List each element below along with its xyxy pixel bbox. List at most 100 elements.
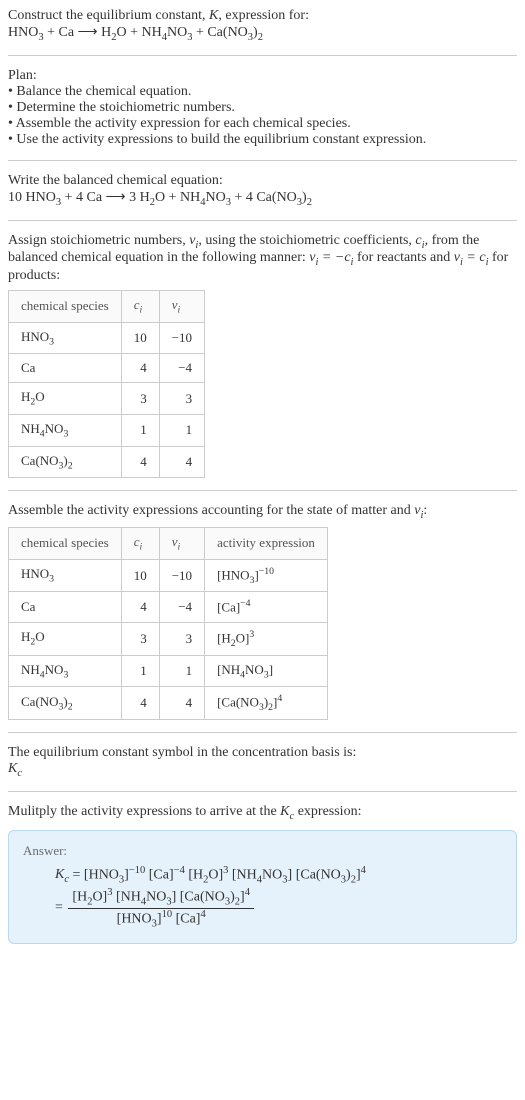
assemble-section: Assemble the activity expressions accoun… [8, 503, 517, 720]
divider [8, 490, 517, 491]
table-row: Ca 4 −4 [9, 354, 205, 383]
plan-title: Plan: [8, 68, 517, 84]
cell-c: 4 [121, 354, 159, 383]
divider [8, 220, 517, 221]
activity-table: chemical species ci νi activity expressi… [8, 527, 328, 720]
cell-v: 4 [159, 687, 204, 720]
assign-d: for reactants and [353, 250, 453, 265]
cell-v: 4 [159, 446, 204, 478]
equation-1: HNO3 + Ca ⟶ H2O + NH4NO3 + Ca(NO3)2 [8, 25, 263, 40]
a-h2o: [H [185, 867, 203, 882]
cell-c: 1 [121, 655, 159, 687]
b-t2: O + NH [155, 190, 200, 205]
cell-c: 3 [121, 622, 159, 655]
eq2-pre: = [55, 900, 66, 915]
k-symbol: K [209, 8, 218, 23]
cell-activity: [NH4NO3] [205, 655, 328, 687]
cell-species: HNO3 [9, 559, 122, 592]
table-row: H2O 3 3 [H2O]3 [9, 622, 328, 655]
eq1-mid3: NO [167, 25, 187, 40]
cell-species: Ca(NO3)2 [9, 446, 122, 478]
plan-b1: • Balance the chemical equation. [8, 84, 517, 100]
table-row: NH4NO3 1 1 [NH4NO3] [9, 655, 328, 687]
cell-activity: [Ca]−4 [205, 592, 328, 622]
a-h2o-close: O] [208, 867, 223, 882]
cell-species: Ca [9, 592, 122, 622]
divider [8, 55, 517, 56]
cell-activity: [Ca(NO3)2]4 [205, 687, 328, 720]
b-c1: 10 HNO [8, 190, 56, 205]
answer-eq-1: Kc = [HNO3]−10 [Ca]−4 [H2O]3 [NH4NO3] [C… [23, 865, 502, 885]
th-activity: activity expression [205, 527, 328, 559]
nu-i: νi [189, 233, 198, 248]
a-cano: [Ca(NO [292, 867, 341, 882]
multiply-section: Mulitply the activity expressions to arr… [8, 804, 517, 822]
eq1-sub6: 2 [258, 32, 263, 43]
nu-eq-c: νi = ci [454, 250, 489, 265]
cell-species: NH4NO3 [9, 414, 122, 446]
th-ci: ci [121, 291, 159, 323]
a-no: NO [262, 867, 282, 882]
kc-inline: Kc [280, 804, 294, 819]
a-nh: [NH [228, 867, 256, 882]
th-ci: ci [121, 527, 159, 559]
plan-section: Plan: • Balance the chemical equation. •… [8, 68, 517, 148]
cell-c: 3 [121, 383, 159, 415]
balanced-section: Write the balanced chemical equation: 10… [8, 173, 517, 208]
plan-b2: • Determine the stoichiometric numbers. [8, 100, 517, 116]
divider [8, 791, 517, 792]
eq1-mid2: O + NH [116, 25, 161, 40]
kc-symbol-intro: The equilibrium constant symbol in the c… [8, 745, 517, 761]
kc-symbol: Kc [8, 761, 517, 779]
cell-v: −10 [159, 559, 204, 592]
table-header-row: chemical species ci νi [9, 291, 205, 323]
a-exp-m10: −10 [129, 865, 145, 876]
divider [8, 732, 517, 733]
header-text-post: , expression for: [218, 8, 309, 23]
a-ca: [Ca] [145, 867, 173, 882]
assign-b: , using the stoichiometric coefficients, [198, 233, 415, 248]
cell-species: Ca(NO3)2 [9, 687, 122, 720]
assemble-b: : [423, 503, 427, 518]
table-row: H2O 3 3 [9, 383, 205, 415]
cell-activity: [H2O]3 [205, 622, 328, 655]
answer-eq-2: = [H2O]3 [NH4NO3] [Ca(NO3)2]4 [HNO3]10 [… [23, 887, 502, 929]
cell-c: 4 [121, 687, 159, 720]
cell-v: −4 [159, 592, 204, 622]
table-row: HNO3 10 −10 [9, 322, 205, 354]
cell-species: H2O [9, 622, 122, 655]
cell-c: 4 [121, 446, 159, 478]
cell-species: H2O [9, 383, 122, 415]
table-row: Ca(NO3)2 4 4 [Ca(NO3)2]4 [9, 687, 328, 720]
header: Construct the equilibrium constant, K, e… [8, 8, 517, 43]
stoich-table: chemical species ci νi HNO3 10 −10 Ca 4 … [8, 290, 205, 478]
balanced-equation: 10 HNO3 + 4 Ca ⟶ 3 H2O + NH4NO3 + 4 Ca(N… [8, 189, 517, 208]
cell-species: NH4NO3 [9, 655, 122, 687]
cell-c: 10 [121, 322, 159, 354]
plan-b4: • Use the activity expressions to build … [8, 132, 517, 148]
b-t3: NO [205, 190, 225, 205]
c-i: ci [415, 233, 424, 248]
a-exp-m4: −4 [174, 865, 185, 876]
divider [8, 160, 517, 161]
table-row: HNO3 10 −10 [HNO3]−10 [9, 559, 328, 592]
cell-v: 1 [159, 414, 204, 446]
plan-b3: • Assemble the activity expression for e… [8, 116, 517, 132]
cell-v: 3 [159, 622, 204, 655]
cell-v: −4 [159, 354, 204, 383]
cell-v: −10 [159, 322, 204, 354]
table-header-row: chemical species ci νi activity expressi… [9, 527, 328, 559]
cell-activity: [HNO3]−10 [205, 559, 328, 592]
header-text-pre: Construct the equilibrium constant, [8, 8, 209, 23]
th-species: chemical species [9, 527, 122, 559]
fraction-numerator: [H2O]3 [NH4NO3] [Ca(NO3)2]4 [68, 887, 254, 908]
kc-symbol-section: The equilibrium constant symbol in the c… [8, 745, 517, 779]
th-vi: νi [159, 291, 204, 323]
eq1-mid4: + Ca(NO [192, 25, 247, 40]
a-hno3: [HNO [84, 867, 119, 882]
assign-a: Assign stoichiometric numbers, [8, 233, 189, 248]
b-t4: + 4 Ca(NO [231, 190, 297, 205]
b-t1: + 4 Ca ⟶ 3 H [61, 190, 150, 205]
cell-v: 3 [159, 383, 204, 415]
fraction: [H2O]3 [NH4NO3] [Ca(NO3)2]4 [HNO3]10 [Ca… [68, 887, 254, 929]
